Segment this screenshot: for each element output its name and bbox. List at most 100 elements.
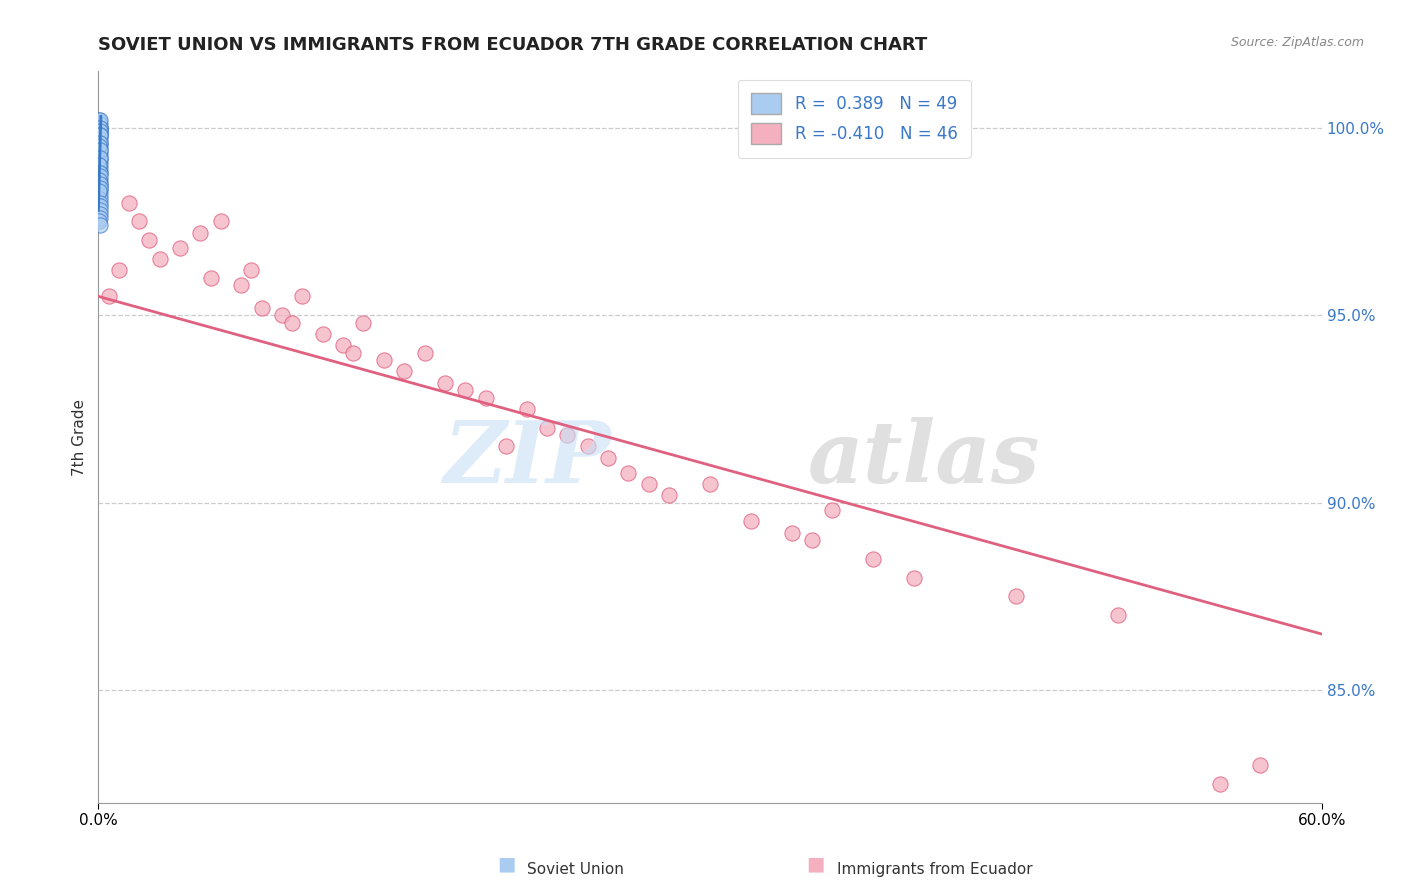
Point [433, 376, 456, 390]
Point [89, 120, 111, 135]
Point [821, 503, 844, 517]
Text: ZIP: ZIP [444, 417, 612, 500]
Point [89, 136, 111, 150]
Point [332, 338, 354, 352]
Point [89, 211, 111, 225]
Point [89, 180, 111, 194]
Point [536, 420, 558, 434]
Point [250, 301, 273, 315]
Point [557, 428, 579, 442]
Point [89, 203, 111, 218]
Point [1208, 777, 1232, 791]
Point [89, 136, 111, 150]
Point [89, 185, 111, 199]
Text: Immigrants from Ecuador: Immigrants from Ecuador [837, 863, 1032, 877]
Point [89, 124, 111, 138]
Point [89, 113, 111, 128]
Point [89, 158, 111, 172]
Point [89, 124, 111, 138]
Point [200, 270, 222, 285]
Point [138, 233, 160, 247]
Point [89, 132, 111, 146]
Point [342, 345, 364, 359]
Point [149, 252, 172, 266]
Point [89, 128, 111, 142]
Point [89, 214, 111, 228]
Point [97, 289, 120, 303]
Point [89, 161, 111, 176]
Point [862, 552, 884, 566]
Point [780, 525, 803, 540]
Point [89, 117, 111, 131]
Point [89, 128, 111, 142]
Point [281, 316, 304, 330]
Point [89, 154, 111, 169]
Legend: R =  0.389   N = 49, R = -0.410   N = 46: R = 0.389 N = 49, R = -0.410 N = 46 [738, 79, 970, 158]
Point [89, 192, 111, 206]
Text: Soviet Union: Soviet Union [527, 863, 624, 877]
Point [89, 132, 111, 146]
Point [188, 226, 212, 240]
Point [638, 477, 661, 491]
Point [1107, 608, 1129, 623]
Point [89, 185, 111, 199]
Text: SOVIET UNION VS IMMIGRANTS FROM ECUADOR 7TH GRADE CORRELATION CHART: SOVIET UNION VS IMMIGRANTS FROM ECUADOR … [98, 36, 928, 54]
Point [89, 120, 111, 135]
Text: ■: ■ [806, 855, 825, 873]
Point [128, 214, 150, 228]
Point [89, 128, 111, 142]
Point [89, 180, 111, 194]
Point [89, 147, 111, 161]
Point [658, 488, 681, 502]
Point [454, 383, 477, 397]
Point [392, 364, 416, 378]
Point [108, 263, 131, 277]
Point [516, 401, 538, 416]
Point [89, 143, 111, 157]
Point [89, 136, 111, 150]
Point [1004, 590, 1026, 604]
Point [209, 214, 232, 228]
Point [89, 120, 111, 135]
Text: Source: ZipAtlas.com: Source: ZipAtlas.com [1230, 36, 1364, 49]
Point [118, 195, 141, 210]
Point [89, 128, 111, 142]
Point [89, 139, 111, 153]
Point [495, 440, 517, 454]
Point [89, 158, 111, 172]
Point [373, 353, 395, 368]
Point [169, 241, 191, 255]
Point [231, 278, 253, 293]
Point [801, 533, 824, 548]
Point [89, 169, 111, 184]
Point [89, 195, 111, 210]
Point [699, 477, 721, 491]
Text: ■: ■ [496, 855, 516, 873]
Point [617, 466, 640, 480]
Text: atlas: atlas [808, 417, 1040, 500]
Point [89, 113, 111, 128]
Point [89, 139, 111, 153]
Y-axis label: 7th Grade: 7th Grade [72, 399, 87, 475]
Point [312, 326, 335, 341]
Point [89, 173, 111, 187]
Point [89, 124, 111, 138]
Point [903, 571, 925, 585]
Point [89, 151, 111, 165]
Point [89, 188, 111, 202]
Point [89, 177, 111, 191]
Point [89, 207, 111, 221]
Point [291, 289, 314, 303]
Point [270, 308, 294, 322]
Point [1249, 758, 1271, 772]
Point [740, 515, 762, 529]
Point [576, 440, 599, 454]
Point [474, 391, 498, 405]
Point [89, 199, 111, 213]
Point [89, 166, 111, 180]
Point [89, 143, 111, 157]
Point [89, 218, 111, 232]
Point [240, 263, 263, 277]
Point [596, 450, 619, 465]
Point [89, 173, 111, 187]
